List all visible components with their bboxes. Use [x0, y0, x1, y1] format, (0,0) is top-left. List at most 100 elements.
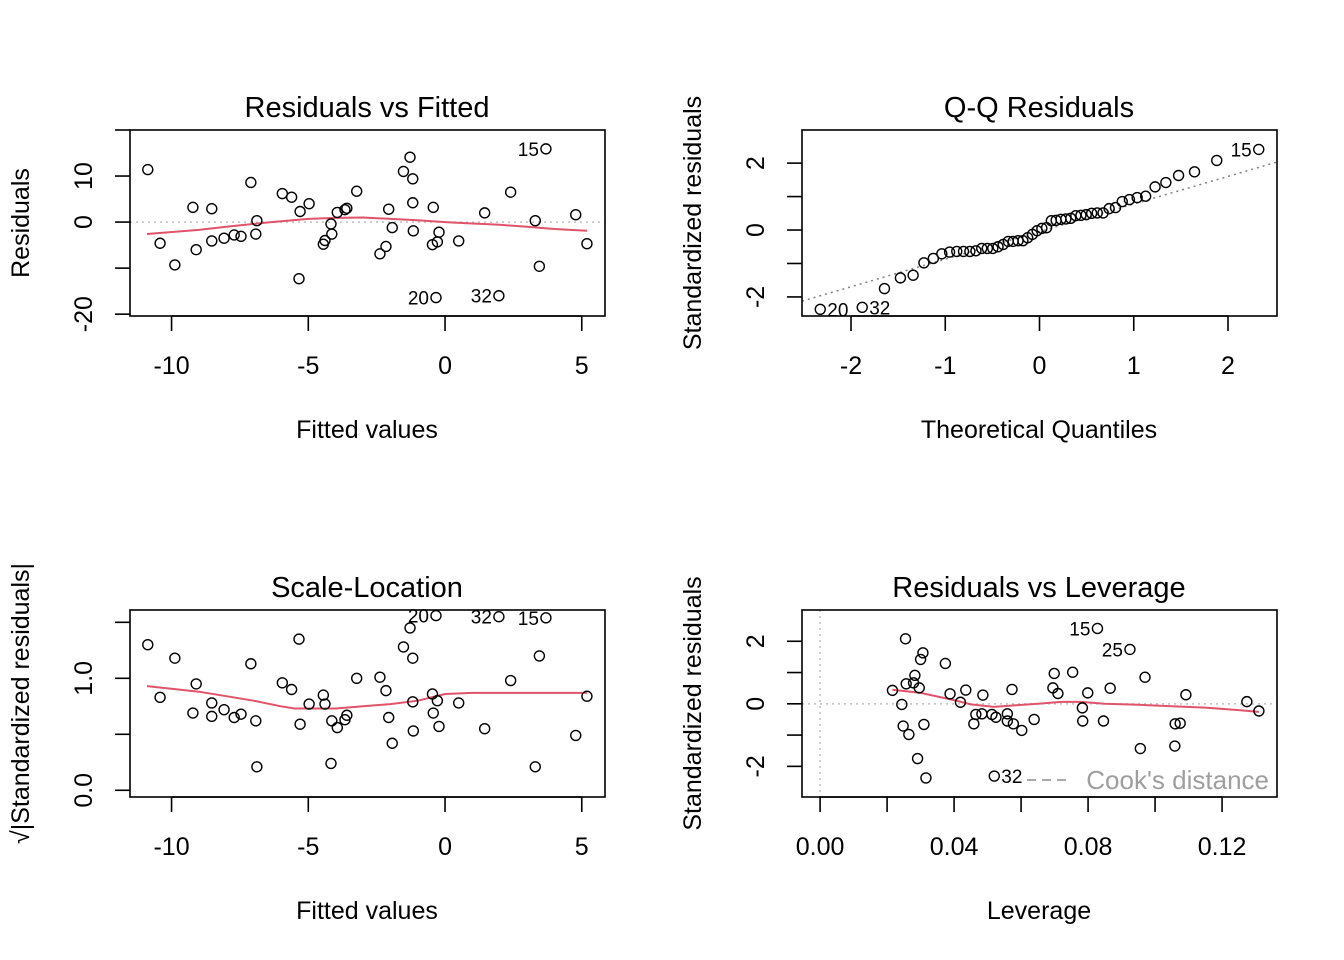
y-tick-label: 0: [742, 697, 770, 711]
data-point: [431, 695, 444, 707]
data-point: [142, 639, 154, 651]
data-point: [920, 772, 932, 784]
data-point: [987, 242, 999, 255]
data-point: [540, 612, 552, 624]
data-point: [331, 206, 343, 219]
data-point: [218, 232, 230, 244]
data-point: [1109, 201, 1122, 214]
data-point: [1241, 695, 1253, 708]
y-tick-label: 0: [742, 223, 770, 237]
data-point: [1060, 213, 1072, 225]
x-axis-label: Fitted values: [296, 897, 438, 925]
y-tick-label: 10: [70, 162, 98, 190]
qq-residuals-panel: 20 32 15 -2 -1 0 1 2 -2 0 2 Q-Q Residuals Theoretica…: [679, 92, 1278, 444]
x-tick-label: 1: [1127, 352, 1141, 380]
plot-box: [129, 609, 606, 798]
data-point: [187, 707, 199, 719]
y-axis-label: Standardized residuals: [679, 576, 707, 830]
x-tick-label: 0: [438, 352, 452, 380]
y-tick-label: 0: [70, 215, 98, 229]
data-point: [285, 683, 298, 696]
data-point: [382, 711, 395, 724]
data-point: [1052, 687, 1064, 700]
data-point: [976, 708, 988, 720]
scale-location-panel: 20 32 15 -10 -5 0 5 0.0 1.0 Scale-Location Fitted …: [7, 563, 606, 925]
y-axis-label: Residuals: [7, 168, 35, 278]
data-point: [1174, 717, 1186, 729]
point-label: 15: [1069, 619, 1090, 640]
x-tick-label: -1: [934, 352, 956, 380]
data-point: [407, 173, 419, 185]
plot-area: [130, 216, 605, 235]
x-tick-label: -2: [840, 352, 862, 380]
x-axis-label: Leverage: [987, 897, 1091, 925]
data-point: [452, 697, 465, 709]
data-point: [936, 248, 948, 260]
data-point: [407, 225, 420, 237]
data-point: [903, 728, 915, 741]
chart-title: Q-Q Residuals: [944, 92, 1134, 124]
data-point: [251, 214, 263, 227]
data-point: [951, 245, 963, 258]
data-point: [918, 257, 930, 269]
data-point: [540, 143, 552, 155]
data-point: [1076, 702, 1089, 714]
data-point: [957, 245, 970, 258]
smoother-line: [146, 685, 588, 710]
legend: Cook's distance: [1027, 765, 1269, 795]
data-point: [169, 652, 181, 664]
data-point: [894, 272, 907, 284]
data-point: [992, 241, 1004, 253]
data-point: [293, 633, 305, 645]
data-point: [988, 770, 1000, 782]
data-point: [1080, 208, 1092, 221]
x-tick-label: 0.12: [1198, 833, 1247, 861]
data-point: [1103, 202, 1115, 215]
data-point: [1172, 169, 1185, 182]
x-axis-label: Theoretical Quantiles: [921, 416, 1157, 444]
data-point: [990, 711, 1002, 723]
data-point: [251, 761, 263, 773]
data-point: [1007, 718, 1020, 730]
data-point: [154, 237, 166, 249]
data-point: [142, 163, 154, 176]
data-point: [294, 718, 306, 730]
data-point: [913, 682, 925, 694]
data-point: [350, 672, 363, 685]
y-axis-label: Standardized residuals: [679, 96, 707, 350]
data-point: [433, 720, 445, 733]
data-point: [319, 698, 331, 710]
data-point: [878, 282, 891, 295]
x-tick-label: -10: [153, 352, 189, 380]
data-point: [911, 752, 924, 765]
data-point: [909, 669, 921, 682]
data-point: [331, 721, 343, 734]
x-tick-label: 5: [575, 352, 589, 380]
data-point: [977, 689, 989, 701]
plot-area: [802, 610, 1277, 797]
data-point: [430, 609, 442, 622]
data-point: [404, 622, 416, 634]
data-point: [397, 165, 410, 178]
data-point: [228, 711, 240, 724]
data-point: [570, 209, 582, 221]
data-point: [896, 698, 908, 711]
data-point: [319, 234, 331, 247]
data-point: [293, 273, 305, 285]
data-point: [964, 245, 976, 258]
data-point: [303, 197, 315, 210]
x-tick-label: 5: [575, 833, 589, 861]
chart-title: Scale-Location: [271, 572, 463, 604]
y-tick-label: -2: [742, 286, 770, 308]
data-point: [276, 677, 289, 689]
data-point: [970, 245, 982, 257]
data-point: [1097, 715, 1110, 727]
plot-area: [802, 161, 1277, 302]
point-label: 32: [869, 298, 890, 319]
data-point: [814, 303, 826, 316]
data-point: [1123, 193, 1136, 206]
data-point: [900, 678, 912, 690]
data-point: [1091, 622, 1104, 635]
data-point: [1001, 708, 1014, 720]
